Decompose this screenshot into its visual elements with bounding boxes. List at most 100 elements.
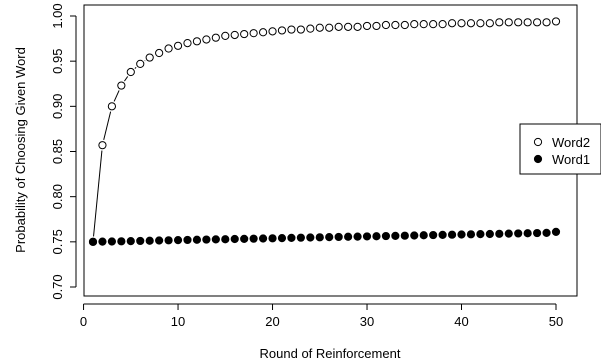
- series-word2-point: [410, 20, 419, 29]
- series-word2-point: [400, 20, 409, 30]
- series-word2-point: [136, 59, 145, 68]
- series-word1-point: [126, 237, 135, 246]
- y-tick-label: 0.85: [50, 139, 65, 164]
- series-word2-point: [192, 37, 202, 46]
- series-word1: [88, 227, 561, 246]
- y-axis-label: Probability of Choosing Given Word: [13, 47, 28, 253]
- series-word1-point: [381, 231, 391, 241]
- series-word2-point: [145, 53, 154, 62]
- x-axis-label: Round of Reinforcement: [260, 346, 401, 361]
- series-word1-point: [523, 229, 532, 238]
- x-tick-label: 20: [265, 314, 279, 329]
- x-tick-label: 40: [454, 314, 468, 329]
- series-word2-point: [258, 28, 268, 37]
- series-word1-point: [240, 234, 249, 243]
- series-word1-point: [410, 231, 419, 240]
- series-word2-point: [372, 21, 381, 31]
- series-word1-point: [391, 231, 400, 240]
- series-word2-point: [542, 18, 551, 27]
- series-word1-point: [419, 231, 428, 240]
- series-word2-point: [514, 18, 523, 27]
- series-word1-point: [372, 232, 381, 241]
- x-tick-label: 0: [80, 314, 87, 329]
- series-word1-point: [249, 234, 258, 243]
- series-word2-point: [523, 18, 532, 27]
- series-word1-point: [485, 229, 494, 239]
- series-word1-point: [155, 236, 164, 245]
- series-word2-point: [155, 48, 164, 58]
- series-word1-point: [98, 237, 107, 246]
- series-word1-point: [88, 237, 98, 246]
- series-word1-point: [296, 233, 305, 242]
- series-word2-point: [117, 81, 126, 90]
- series-word1-point: [164, 236, 173, 245]
- series-word2-point: [183, 39, 192, 48]
- plot-frame: [83, 4, 578, 297]
- series-word1-point: [551, 227, 561, 236]
- series-word2-point: [306, 24, 315, 33]
- series-word2-point: [466, 19, 476, 28]
- series-word1-point: [429, 230, 438, 240]
- series-word2-point: [353, 22, 362, 31]
- series-word1-point: [447, 230, 457, 239]
- series-word1-point: [476, 230, 485, 239]
- series-layer: [88, 17, 561, 246]
- series-word2-point: [495, 18, 504, 27]
- series-word2-point: [381, 20, 391, 30]
- legend: Word2 Word1: [519, 123, 601, 175]
- legend-marker-word1: [533, 154, 543, 164]
- series-word1-point: [287, 233, 296, 242]
- series-word1-point: [542, 228, 551, 237]
- series-word2-point: [164, 44, 173, 53]
- legend-box: [519, 123, 601, 175]
- series-word1-point: [145, 236, 154, 245]
- series-word1-point: [221, 235, 230, 244]
- x-tick-label: 30: [360, 314, 374, 329]
- series-word1-point: [504, 229, 513, 238]
- series-word2-point: [362, 21, 372, 31]
- series-word2-point: [344, 22, 353, 31]
- y-tick-label: 0.80: [50, 184, 65, 209]
- series-word2-point: [287, 25, 296, 34]
- x-axis: 0 10 20 30 40 50: [80, 303, 563, 329]
- series-word1-point: [136, 236, 145, 246]
- series-word2-point: [315, 23, 324, 32]
- legend-label-word2: Word2: [552, 135, 590, 150]
- series-word2-point: [98, 141, 107, 150]
- series-word2-point: [391, 20, 400, 30]
- series-word2-segment: [93, 150, 103, 237]
- series-word1-point: [315, 233, 324, 242]
- series-word1-point: [211, 235, 220, 244]
- series-word1-point: [173, 236, 183, 245]
- series-word2-segment: [124, 76, 129, 82]
- series-word2-point: [325, 23, 334, 32]
- x-tick-label: 10: [171, 314, 185, 329]
- series-word1-point: [362, 232, 372, 241]
- series-word1-point: [258, 234, 268, 243]
- series-word2-point: [447, 19, 457, 28]
- y-tick-label: 0.70: [50, 274, 65, 299]
- series-word2-point: [173, 41, 183, 50]
- series-word1-point: [192, 235, 202, 244]
- series-word1-point: [344, 232, 353, 241]
- series-word2-point: [240, 29, 249, 39]
- series-word1-point: [202, 235, 211, 244]
- series-word2-segment: [113, 90, 120, 102]
- series-word1-point: [117, 237, 126, 246]
- series-word2-point: [438, 20, 447, 29]
- series-word2-point: [551, 17, 561, 26]
- series-word1-point: [268, 234, 277, 243]
- series-word1-point: [277, 234, 287, 243]
- series-word1-point: [306, 233, 315, 242]
- series-word1-point: [438, 230, 447, 239]
- legend-marker-word2: [533, 137, 543, 147]
- series-word2: [88, 17, 561, 246]
- series-word1-point: [325, 233, 334, 242]
- series-word2-point: [230, 30, 239, 40]
- series-word1-point: [400, 231, 409, 240]
- series-word2-point: [334, 22, 343, 31]
- series-word2-point: [429, 20, 438, 29]
- series-word1-point: [230, 234, 239, 244]
- y-tick-label: 0.95: [50, 49, 65, 74]
- series-word2-segment: [103, 111, 112, 141]
